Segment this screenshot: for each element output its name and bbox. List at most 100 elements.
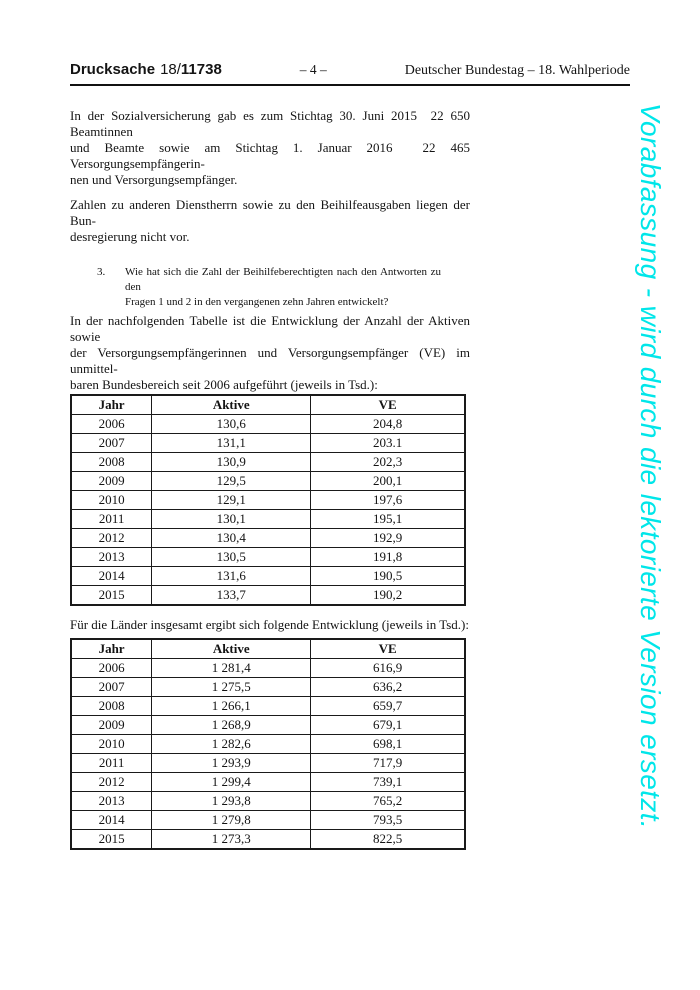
watermark-text: Vorabfassung - wird durch die lektoriert…	[635, 103, 666, 830]
table-row: 2008 1 266,1 659,7	[70, 696, 466, 716]
text-line: In der nachfolgenden Tabelle ist die Ent…	[70, 313, 470, 344]
table-cell: 190,5	[310, 566, 466, 586]
text-line: In der Sozialversicherung gab es zum Sti…	[70, 108, 470, 139]
table-cell: 131,1	[151, 433, 312, 453]
table-cell: 1 279,8	[151, 810, 312, 830]
table-row: 2014 1 279,8 793,5	[70, 810, 466, 830]
table-row: 2014 131,6 190,5	[70, 566, 466, 586]
question-3: 3. Wie hat sich die Zahl der Beihilfeber…	[70, 265, 470, 310]
table-cell: 739,1	[310, 772, 466, 792]
table-cell: 131,6	[151, 566, 312, 586]
table-cell: 1 268,9	[151, 715, 312, 735]
table-cell: 195,1	[310, 509, 466, 529]
doc-type-label: Drucksache	[70, 61, 156, 78]
doc-number-prefix: 18/	[160, 61, 181, 78]
table-cell: 793,5	[310, 810, 466, 830]
table-cell: 616,9	[310, 658, 466, 678]
table-cell: 1 282,6	[151, 734, 312, 754]
table-cell: 129,1	[151, 490, 312, 510]
table-cell: 698,1	[310, 734, 466, 754]
table-cell: 2009	[70, 715, 153, 735]
doc-number: Drucksache 18/11738	[70, 61, 222, 78]
table-cell: 2007	[70, 433, 153, 453]
table-cell: 2013	[70, 791, 153, 811]
table-row: 2015 133,7 190,2	[70, 585, 466, 606]
table-cell: 1 299,4	[151, 772, 312, 792]
text-line: baren Bundesbereich seit 2006 aufgeführt…	[70, 377, 378, 392]
table-row: 2011 1 293,9 717,9	[70, 753, 466, 773]
table-row: 2013 1 293,8 765,2	[70, 791, 466, 811]
table-cell: 717,9	[310, 753, 466, 773]
document-body: In der Sozialversicherung gab es zum Sti…	[70, 108, 470, 850]
paragraph-sozialversicherung: In der Sozialversicherung gab es zum Sti…	[70, 108, 470, 188]
table-cell: 200,1	[310, 471, 466, 491]
header-row: Drucksache 18/11738 – 4 – Deutscher Bunde…	[70, 61, 630, 86]
table-cell: 197,6	[310, 490, 466, 510]
table-header-row: Jahr Aktive VE	[70, 638, 466, 659]
table-cell: 202,3	[310, 452, 466, 472]
question-number: 3.	[97, 266, 106, 278]
table-cell: 2012	[70, 528, 153, 548]
table-row: 2009 129,5 200,1	[70, 471, 466, 491]
column-header-aktive: Aktive	[151, 394, 312, 415]
text-line: Zahlen zu anderen Dienstherrn sowie zu d…	[70, 197, 470, 228]
table-cell: 2006	[70, 414, 153, 434]
table-cell: 765,2	[310, 791, 466, 811]
table-row: 2015 1 273,3 822,5	[70, 829, 466, 850]
table-row: 2010 129,1 197,6	[70, 490, 466, 510]
table-cell: 130,9	[151, 452, 312, 472]
table-cell: 2010	[70, 734, 153, 754]
table-row: 2009 1 268,9 679,1	[70, 715, 466, 735]
table-cell: 2013	[70, 547, 153, 567]
table-row: 2011 130,1 195,1	[70, 509, 466, 529]
table-row: 2006 130,6 204,8	[70, 414, 466, 434]
table-cell: 133,7	[151, 585, 312, 606]
page-number: – 4 –	[299, 62, 327, 77]
table-cell: 2011	[70, 509, 153, 529]
text-line: desregierung nicht vor.	[70, 229, 190, 244]
table-row: 2006 1 281,4 616,9	[70, 658, 466, 678]
table-cell: 679,1	[310, 715, 466, 735]
table-cell: 2011	[70, 753, 153, 773]
table-row: 2012 130,4 192,9	[70, 528, 466, 548]
column-header-jahr: Jahr	[70, 394, 153, 415]
table-cell: 2014	[70, 810, 153, 830]
text-line: und Beamte sowie am Stichtag 1. Januar 2…	[70, 140, 470, 171]
table-cell: 130,1	[151, 509, 312, 529]
table-row: 2012 1 299,4 739,1	[70, 772, 466, 792]
doc-number-value: 11738	[180, 61, 222, 78]
table-row: 2010 1 282,6 698,1	[70, 734, 466, 754]
table-cell: 1 275,5	[151, 677, 312, 697]
table-cell: 2008	[70, 696, 153, 716]
table-laender: Jahr Aktive VE 2006 1 281,4 616,9 2007 1 275…	[70, 638, 466, 850]
table-row: 2013 130,5 191,8	[70, 547, 466, 567]
table-cell: 2007	[70, 677, 153, 697]
paragraph-laender-intro: Für die Länder insgesamt ergibt sich fol…	[70, 617, 470, 632]
column-header-ve: VE	[310, 394, 466, 415]
table-cell: 2010	[70, 490, 153, 510]
table-cell: 1 273,3	[151, 829, 312, 850]
text-line: Wie hat sich die Zahl der Beihilfeberech…	[125, 266, 441, 293]
column-header-ve: VE	[310, 638, 466, 659]
table-cell: 204,8	[310, 414, 466, 434]
table-bund: Jahr Aktive VE 2006 130,6 204,8 2007 131,1 20…	[70, 394, 466, 606]
table-cell: 203.1	[310, 433, 466, 453]
column-header-jahr: Jahr	[70, 638, 153, 659]
table-cell: 636,2	[310, 677, 466, 697]
table-cell: 192,9	[310, 528, 466, 548]
table-row: 2008 130,9 202,3	[70, 452, 466, 472]
column-header-aktive: Aktive	[151, 638, 312, 659]
table-cell: 2012	[70, 772, 153, 792]
table-cell: 2009	[70, 471, 153, 491]
table-cell: 1 281,4	[151, 658, 312, 678]
table-cell: 2015	[70, 585, 153, 606]
paragraph-tabelle-intro: In der nachfolgenden Tabelle ist die Ent…	[70, 313, 470, 393]
table-cell: 190,2	[310, 585, 466, 606]
paragraph-keine-zahlen: Zahlen zu anderen Dienstherrn sowie zu d…	[70, 197, 470, 245]
table-cell: 130,4	[151, 528, 312, 548]
table-cell: 1 293,9	[151, 753, 312, 773]
table-cell: 1 293,8	[151, 791, 312, 811]
table-row: 2007 131,1 203.1	[70, 433, 466, 453]
table-cell: 2014	[70, 566, 153, 586]
table-cell: 2008	[70, 452, 153, 472]
